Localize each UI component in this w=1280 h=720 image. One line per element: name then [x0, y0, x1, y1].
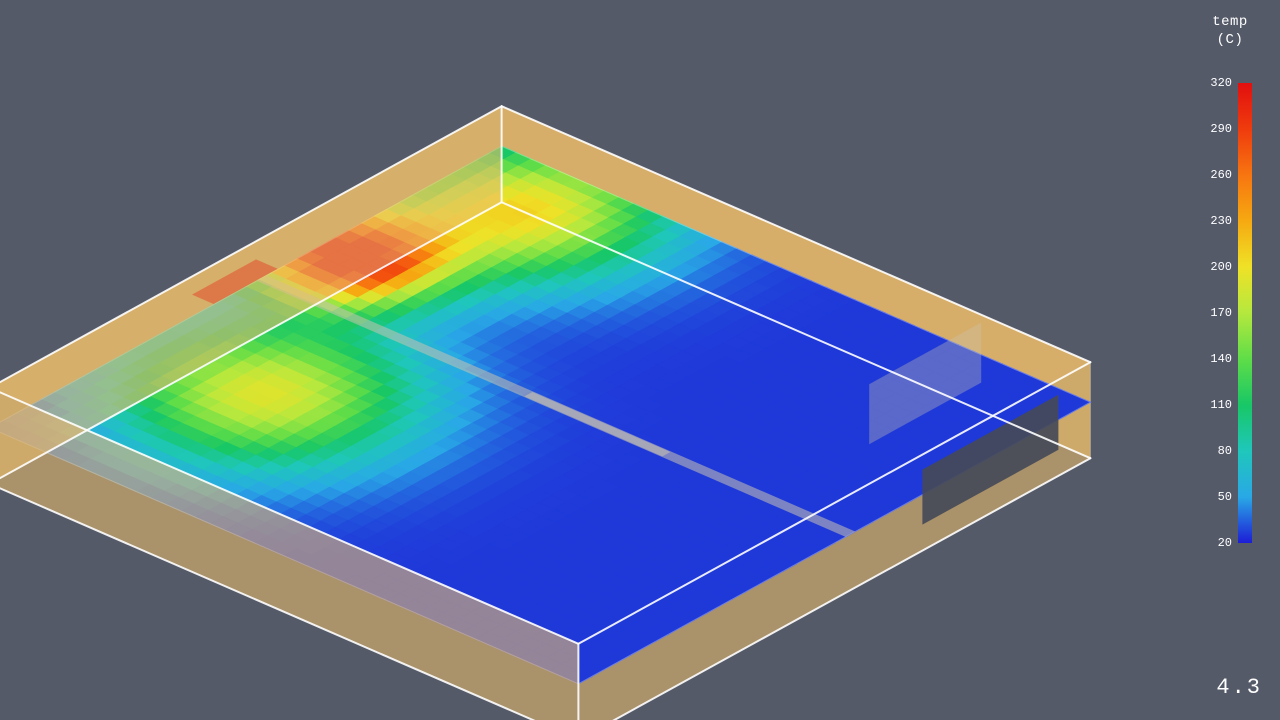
sim-time-readout: 4.3 — [1216, 675, 1262, 700]
legend-ticks: 320290260230200170140110805020 — [1198, 83, 1232, 543]
legend-tick: 20 — [1198, 536, 1232, 550]
simulation-viewport[interactable] — [0, 0, 1280, 720]
legend-title: temp (C) — [1198, 14, 1262, 49]
legend-tick: 80 — [1198, 444, 1232, 458]
legend-tick: 290 — [1198, 122, 1232, 136]
legend-tick: 230 — [1198, 214, 1232, 228]
legend-tick: 140 — [1198, 352, 1232, 366]
legend-tick: 200 — [1198, 260, 1232, 274]
legend-body: 320290260230200170140110805020 — [1198, 83, 1262, 543]
legend-tick: 50 — [1198, 490, 1232, 504]
color-legend: temp (C) 320290260230200170140110805020 — [1198, 14, 1262, 543]
legend-tick: 110 — [1198, 398, 1232, 412]
legend-tick: 170 — [1198, 306, 1232, 320]
legend-colorbar — [1238, 83, 1252, 543]
legend-tick: 260 — [1198, 168, 1232, 182]
stage: temp (C) 320290260230200170140110805020 … — [0, 0, 1280, 720]
legend-tick: 320 — [1198, 76, 1232, 90]
